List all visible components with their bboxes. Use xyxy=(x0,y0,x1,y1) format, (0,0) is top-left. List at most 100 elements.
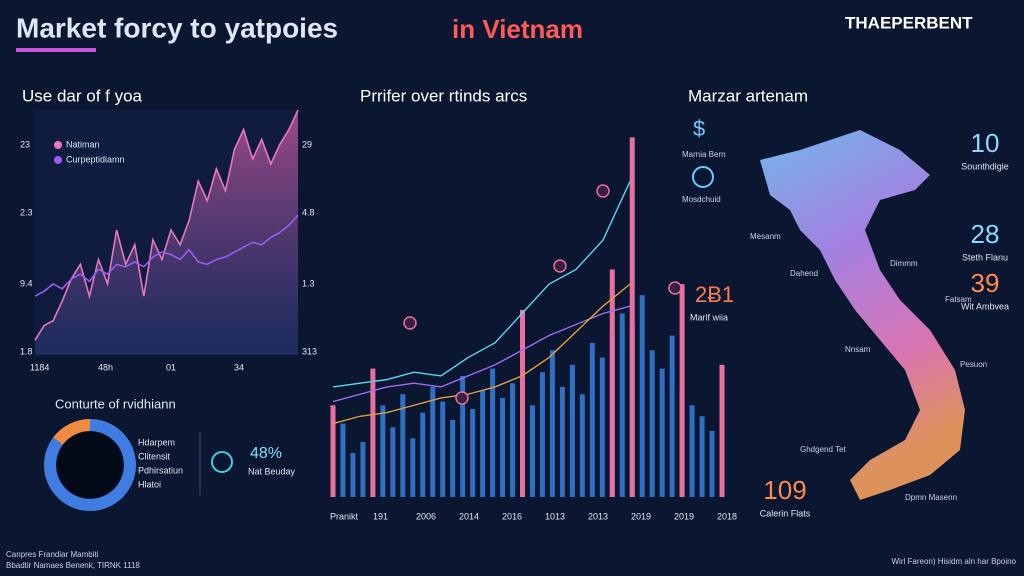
bar xyxy=(440,401,446,497)
place-label: Mesanm xyxy=(750,232,781,241)
stat-label: Calerin Flats xyxy=(760,508,811,518)
bar xyxy=(549,350,555,497)
x-label: Pranikt xyxy=(330,511,359,521)
bar xyxy=(510,383,516,497)
bar xyxy=(450,419,456,497)
bar xyxy=(520,309,526,497)
area xyxy=(35,110,298,355)
bar xyxy=(539,372,545,497)
stat-label: Sounthdigie xyxy=(961,161,1009,171)
bar xyxy=(579,394,585,497)
marker xyxy=(455,391,469,405)
legend-label: Hdarpem xyxy=(138,437,175,447)
place-label: Dahend xyxy=(790,269,818,278)
icon xyxy=(211,451,233,473)
panel-title: Use dar of f yoa xyxy=(22,86,143,105)
left-stat-label: Marif wiia xyxy=(690,312,728,322)
bar xyxy=(470,408,476,497)
footer-text: Bbadtir Namaes Benenk, TIRNK 1118 xyxy=(6,561,140,570)
legend-label: Natiman xyxy=(66,139,100,149)
y-label: 1.3 xyxy=(302,278,315,288)
y-label: 1.8 xyxy=(20,346,33,356)
x-label: 1184 xyxy=(30,362,49,372)
left-stat: 2Ƀ1 xyxy=(695,282,734,307)
bar xyxy=(669,335,675,497)
donut-arc xyxy=(44,419,136,511)
bar xyxy=(629,137,635,497)
bar xyxy=(350,452,356,497)
bar xyxy=(559,386,565,497)
x-label: 34 xyxy=(234,362,244,372)
legend-label: Clitensit xyxy=(138,451,171,461)
marker xyxy=(596,184,610,198)
bar xyxy=(420,412,426,497)
footer-text: Wirl Fareon) Hisidm aln har Bpoino xyxy=(892,557,1017,566)
x-label: 01 xyxy=(166,362,176,372)
map-panel: Marzar artenam $ 2Ƀ1 Marif wiia 10 Sounth… xyxy=(682,86,1009,518)
donut-hole xyxy=(57,432,123,498)
bar xyxy=(609,269,615,497)
bar xyxy=(719,364,725,497)
marker xyxy=(668,281,682,295)
place-label: Mosdchuid xyxy=(682,195,721,204)
x-label: 2016 xyxy=(502,511,522,521)
stat-label: Wit Ambvea xyxy=(961,301,1009,311)
panel-title: Marzar artenam xyxy=(688,86,808,105)
x-label: 2014 xyxy=(459,511,479,521)
bar xyxy=(380,405,386,497)
bar xyxy=(460,375,466,497)
y-label: 9.4 xyxy=(20,278,33,288)
y-label: 2.3 xyxy=(20,207,33,217)
legend-dot xyxy=(54,141,62,149)
bar xyxy=(370,368,376,497)
title-accent: in Vietnam xyxy=(452,14,583,44)
stat-label: Steth Flanu xyxy=(962,252,1008,262)
place-label: Pesuon xyxy=(960,360,987,369)
marker xyxy=(403,316,417,330)
x-label: 1013 xyxy=(545,511,565,521)
x-label: 2019 xyxy=(631,511,651,521)
bar xyxy=(400,394,406,497)
place-label: Dpmn Masenn xyxy=(905,493,957,502)
bar xyxy=(589,342,595,497)
bar xyxy=(599,357,605,497)
x-label: 191 xyxy=(373,511,388,521)
stat-value: 39 xyxy=(971,268,1000,298)
y-label: 313 xyxy=(302,346,317,356)
legend-label: Pdhirsatiun xyxy=(138,465,183,475)
x-label: 2006 xyxy=(416,511,436,521)
bar xyxy=(649,350,655,497)
x-label: 2013 xyxy=(588,511,608,521)
line xyxy=(332,305,631,403)
bar xyxy=(490,368,496,497)
place-label: Dimmm xyxy=(890,259,918,268)
y-label: 4.8 xyxy=(302,207,315,217)
icon: $ xyxy=(693,116,705,141)
x-label: 48h xyxy=(98,362,113,372)
bar xyxy=(619,313,625,497)
title-underline xyxy=(16,48,96,52)
legend-label: Hlatoi xyxy=(138,479,161,489)
map-shape xyxy=(760,130,965,500)
footer-text: Canpres Frandiar Mambiti xyxy=(6,550,99,559)
bar xyxy=(679,284,685,497)
line xyxy=(34,214,299,297)
place-label: Marnia Bern xyxy=(682,150,726,159)
bar xyxy=(529,405,535,497)
stat: 48% xyxy=(250,445,282,462)
legend-label: Curpeptidiamn xyxy=(66,154,125,164)
place-label: Ghdgend Tet xyxy=(800,445,846,454)
bar xyxy=(430,386,436,497)
marker xyxy=(553,259,567,273)
icon xyxy=(692,166,714,188)
panel-title: Conturte of rvidhiann xyxy=(55,396,176,411)
bar xyxy=(689,405,695,497)
line xyxy=(332,181,631,388)
panel-title: Prrifer over rtinds arcs xyxy=(360,86,527,105)
x-label: 2019 xyxy=(674,511,694,521)
bar xyxy=(699,416,705,497)
title: Market forcy to yatpoies xyxy=(16,12,338,43)
brand: THAEPERBENT xyxy=(845,13,973,32)
bar xyxy=(639,295,645,497)
bar xyxy=(360,441,366,497)
